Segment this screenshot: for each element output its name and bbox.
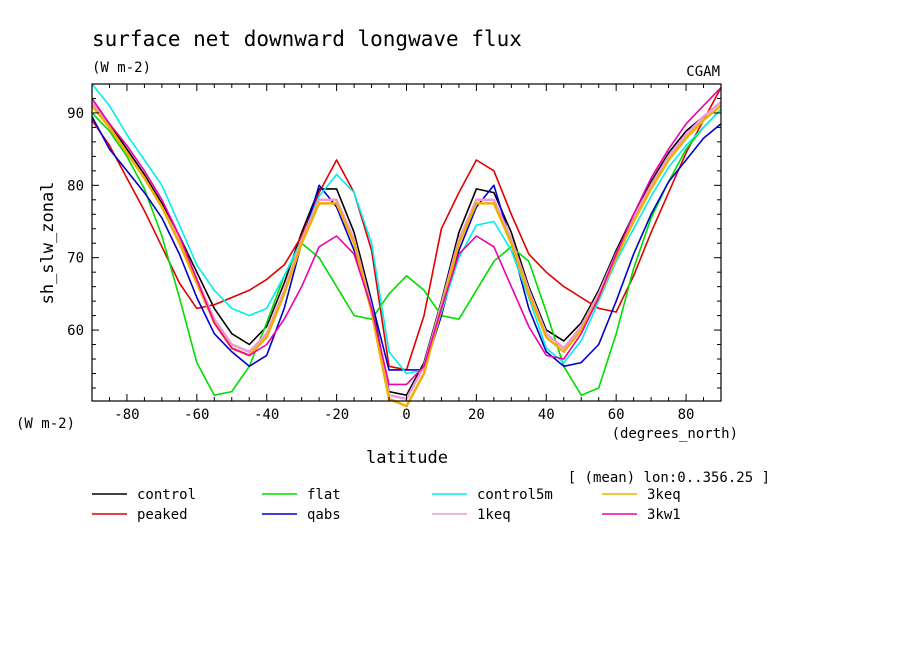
axes: -80 -60 -40 -20 0 20 40 60 80 60 70 80 90	[67, 83, 722, 423]
x-tick-label: -80	[114, 407, 139, 423]
legend-label-control5m: control5m	[477, 487, 553, 503]
series-line-control5m	[91, 83, 722, 375]
series-line-3kw1	[91, 87, 722, 386]
subset-label: [ (mean) lon:0..356.25 ]	[568, 470, 770, 486]
y-axis-label: sh_slw_zonal	[38, 182, 58, 305]
y-units-label: (W m-2)	[16, 416, 75, 432]
y-tick-label: 90	[67, 106, 84, 122]
series-line-3keq	[91, 104, 722, 408]
y-tick-label: 80	[67, 178, 84, 194]
y-tick-label: 70	[67, 251, 84, 267]
series-line-qabs	[91, 116, 722, 371]
x-tick-label: 0	[402, 407, 410, 423]
legend-label-control: control	[137, 487, 196, 503]
legend: control peaked flat qabs control5m 1keq 3keq 3k…	[92, 487, 681, 523]
legend-label-peaked: peaked	[137, 507, 188, 523]
x-units-label: (degrees_north)	[612, 426, 738, 442]
chart-units: (W m-2)	[92, 60, 151, 76]
chart-title: surface net downward longwave flux	[92, 27, 522, 51]
x-tick-label: -40	[254, 407, 279, 423]
legend-label-3kw1: 3kw1	[647, 507, 681, 523]
legend-label-flat: flat	[307, 487, 341, 503]
x-axis-label: latitude	[366, 448, 448, 468]
x-tick-label: -60	[184, 407, 209, 423]
legend-label-1keq: 1keq	[477, 507, 511, 523]
legend-label-3keq: 3keq	[647, 487, 681, 503]
y-tick-label: 60	[67, 323, 84, 339]
x-tick-label: 80	[678, 407, 695, 423]
x-tick-label: -20	[324, 407, 349, 423]
chart-source: CGAM	[686, 64, 720, 80]
x-tick-label: 60	[608, 407, 625, 423]
series-line-flat	[91, 108, 722, 397]
x-tick-label: 20	[468, 407, 485, 423]
x-tick-label: 40	[538, 407, 555, 423]
legend-label-qabs: qabs	[307, 507, 341, 523]
